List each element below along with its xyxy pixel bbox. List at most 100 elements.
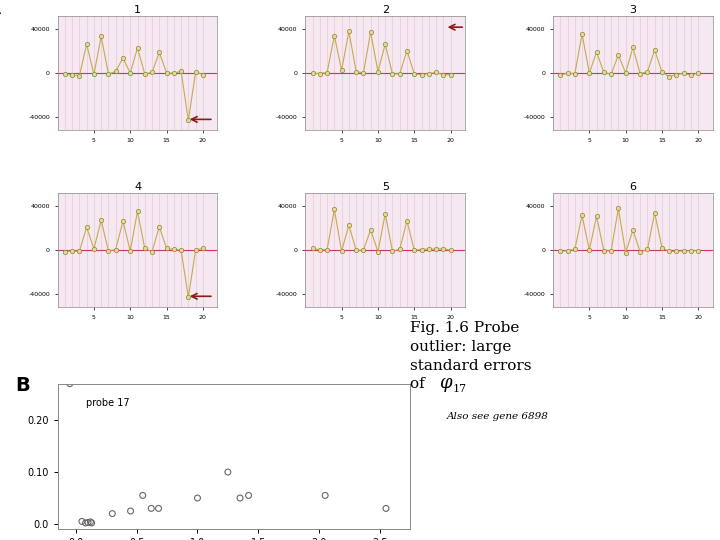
Point bbox=[153, 222, 165, 231]
Point bbox=[423, 69, 435, 78]
Point bbox=[693, 246, 704, 255]
Point bbox=[110, 245, 122, 254]
Point bbox=[161, 244, 172, 253]
Point bbox=[153, 48, 165, 57]
Point bbox=[431, 245, 442, 254]
Point bbox=[183, 293, 194, 302]
Point bbox=[642, 68, 653, 76]
Point bbox=[358, 69, 369, 77]
Text: outlier: large: outlier: large bbox=[410, 340, 512, 354]
Point bbox=[117, 53, 129, 62]
Point bbox=[125, 507, 136, 515]
Point bbox=[620, 69, 631, 77]
Point bbox=[139, 70, 150, 78]
Text: Also see gene 6898: Also see gene 6898 bbox=[446, 412, 548, 421]
Point bbox=[234, 494, 246, 502]
Point bbox=[598, 68, 610, 77]
Point bbox=[620, 248, 631, 257]
Point bbox=[372, 247, 384, 256]
Point bbox=[176, 67, 187, 76]
Text: A: A bbox=[0, 0, 1, 18]
Point bbox=[132, 44, 143, 52]
Point bbox=[365, 226, 377, 234]
Point bbox=[103, 247, 114, 255]
Point bbox=[66, 247, 78, 255]
Point bbox=[82, 518, 94, 526]
Point bbox=[137, 491, 148, 500]
Point bbox=[76, 517, 88, 526]
Point bbox=[562, 246, 573, 255]
Point bbox=[693, 69, 704, 77]
Point bbox=[685, 71, 697, 79]
Point bbox=[576, 211, 588, 220]
Text: of: of bbox=[410, 377, 430, 392]
Point bbox=[59, 70, 71, 79]
Point bbox=[415, 245, 427, 254]
Point bbox=[307, 69, 318, 78]
Point bbox=[663, 72, 675, 81]
Title: 6: 6 bbox=[629, 183, 636, 192]
Point bbox=[685, 246, 697, 255]
Point bbox=[88, 245, 99, 253]
Point bbox=[328, 31, 340, 40]
Point bbox=[85, 518, 96, 526]
Point bbox=[379, 40, 391, 49]
Point bbox=[431, 68, 442, 77]
Point bbox=[562, 69, 573, 77]
Point bbox=[656, 68, 667, 76]
Point bbox=[197, 244, 209, 253]
Point bbox=[591, 212, 603, 220]
Text: φ: φ bbox=[439, 374, 452, 391]
Point bbox=[320, 491, 331, 500]
Point bbox=[132, 207, 143, 215]
Point bbox=[634, 248, 646, 256]
Point bbox=[576, 30, 588, 38]
Point bbox=[145, 504, 157, 512]
Point bbox=[96, 32, 107, 40]
Point bbox=[321, 245, 333, 254]
Point bbox=[583, 69, 595, 77]
Point bbox=[415, 70, 427, 79]
Point bbox=[606, 247, 617, 255]
Point bbox=[380, 504, 392, 512]
Point bbox=[321, 69, 333, 77]
Point bbox=[627, 226, 639, 234]
Point bbox=[125, 69, 136, 77]
Point bbox=[401, 46, 413, 55]
Point bbox=[438, 70, 449, 79]
Point bbox=[343, 27, 355, 36]
Point bbox=[613, 204, 624, 213]
Point bbox=[591, 48, 603, 56]
Point bbox=[445, 246, 456, 255]
Point bbox=[314, 69, 325, 78]
Point bbox=[66, 71, 78, 79]
Point bbox=[86, 518, 97, 527]
Point bbox=[343, 221, 355, 230]
Point bbox=[649, 208, 660, 217]
Point bbox=[183, 116, 194, 125]
Point bbox=[678, 247, 690, 255]
Point bbox=[554, 247, 566, 256]
Point bbox=[139, 244, 150, 253]
Point bbox=[103, 70, 114, 78]
Point bbox=[613, 51, 624, 59]
Point bbox=[168, 69, 179, 78]
Point bbox=[168, 245, 179, 254]
Point bbox=[243, 491, 254, 500]
Point bbox=[146, 247, 158, 256]
Point bbox=[336, 247, 347, 255]
Point bbox=[678, 69, 690, 78]
Point bbox=[656, 244, 667, 252]
Title: 2: 2 bbox=[382, 5, 389, 16]
Point bbox=[634, 70, 646, 78]
Point bbox=[336, 66, 347, 75]
Point bbox=[81, 40, 92, 49]
Point bbox=[222, 468, 233, 476]
Point bbox=[190, 68, 202, 76]
Point bbox=[438, 245, 449, 253]
Point bbox=[117, 217, 129, 225]
Point bbox=[423, 245, 435, 253]
Point bbox=[190, 246, 202, 254]
Point bbox=[379, 210, 391, 218]
Point bbox=[161, 69, 172, 77]
